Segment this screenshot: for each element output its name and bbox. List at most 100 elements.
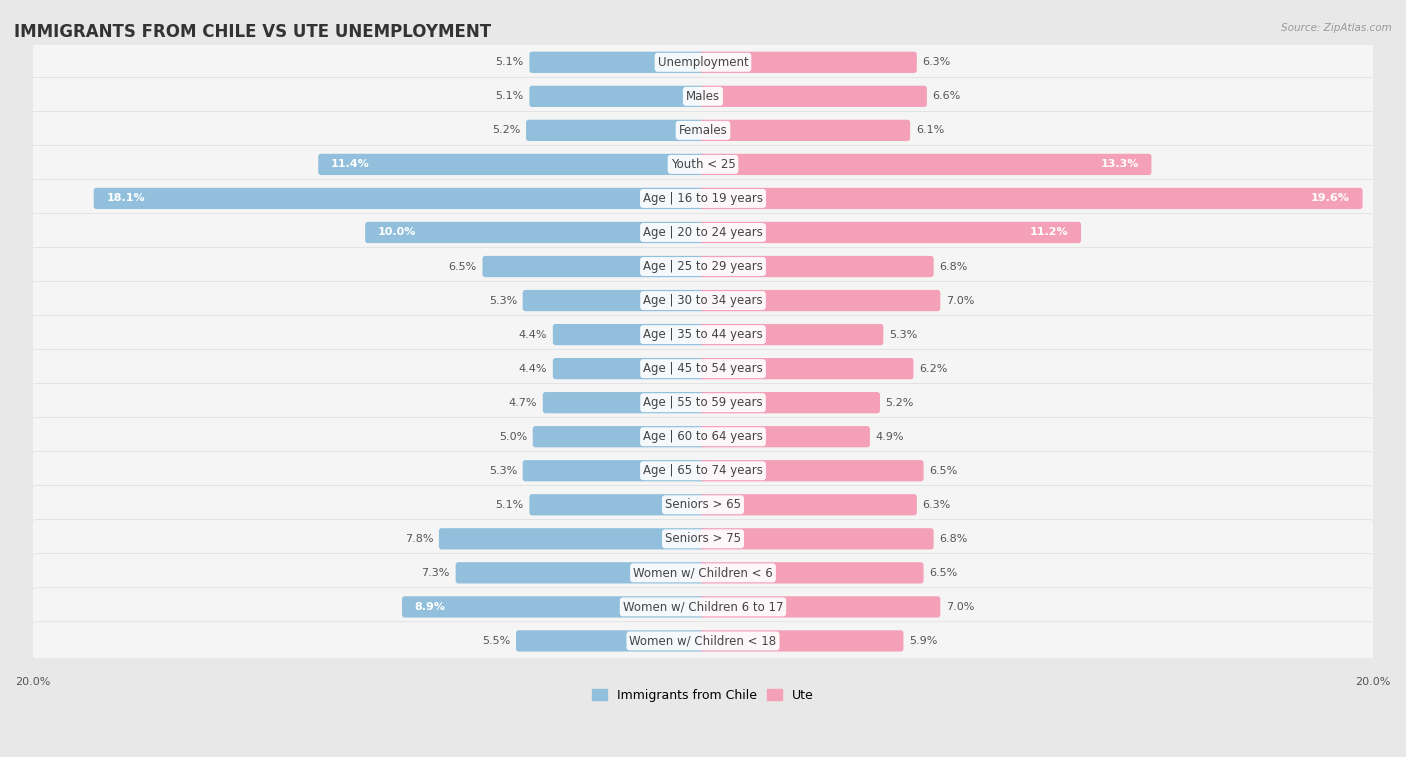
Text: 6.2%: 6.2% xyxy=(920,363,948,374)
Text: Age | 60 to 64 years: Age | 60 to 64 years xyxy=(643,430,763,443)
Legend: Immigrants from Chile, Ute: Immigrants from Chile, Ute xyxy=(588,684,818,707)
FancyBboxPatch shape xyxy=(700,188,1362,209)
FancyBboxPatch shape xyxy=(700,120,910,141)
FancyBboxPatch shape xyxy=(31,384,1375,422)
FancyBboxPatch shape xyxy=(700,222,1081,243)
FancyBboxPatch shape xyxy=(700,290,941,311)
Text: Women w/ Children < 18: Women w/ Children < 18 xyxy=(630,634,776,647)
FancyBboxPatch shape xyxy=(31,520,1375,558)
Text: 5.1%: 5.1% xyxy=(495,58,523,67)
Text: Seniors > 75: Seniors > 75 xyxy=(665,532,741,545)
Text: 6.8%: 6.8% xyxy=(939,261,967,272)
FancyBboxPatch shape xyxy=(31,418,1375,456)
Text: Women w/ Children < 6: Women w/ Children < 6 xyxy=(633,566,773,579)
FancyBboxPatch shape xyxy=(31,350,1375,388)
Text: 6.5%: 6.5% xyxy=(929,466,957,475)
Text: 7.8%: 7.8% xyxy=(405,534,433,544)
FancyBboxPatch shape xyxy=(94,188,706,209)
FancyBboxPatch shape xyxy=(31,316,1375,354)
FancyBboxPatch shape xyxy=(700,256,934,277)
Text: Seniors > 65: Seniors > 65 xyxy=(665,498,741,511)
Text: 7.0%: 7.0% xyxy=(946,295,974,306)
Text: IMMIGRANTS FROM CHILE VS UTE UNEMPLOYMENT: IMMIGRANTS FROM CHILE VS UTE UNEMPLOYMEN… xyxy=(14,23,491,41)
Text: Youth < 25: Youth < 25 xyxy=(671,158,735,171)
FancyBboxPatch shape xyxy=(482,256,706,277)
FancyBboxPatch shape xyxy=(700,562,924,584)
FancyBboxPatch shape xyxy=(31,554,1375,592)
FancyBboxPatch shape xyxy=(553,324,706,345)
Text: 19.6%: 19.6% xyxy=(1310,194,1350,204)
FancyBboxPatch shape xyxy=(553,358,706,379)
FancyBboxPatch shape xyxy=(543,392,706,413)
Text: 7.0%: 7.0% xyxy=(946,602,974,612)
Text: Age | 45 to 54 years: Age | 45 to 54 years xyxy=(643,362,763,375)
FancyBboxPatch shape xyxy=(31,43,1375,81)
Text: 4.7%: 4.7% xyxy=(509,397,537,408)
Text: 6.6%: 6.6% xyxy=(932,92,960,101)
Text: 7.3%: 7.3% xyxy=(422,568,450,578)
Text: 5.1%: 5.1% xyxy=(495,500,523,509)
Text: 10.0%: 10.0% xyxy=(378,228,416,238)
FancyBboxPatch shape xyxy=(700,597,941,618)
Text: 5.2%: 5.2% xyxy=(492,126,520,136)
FancyBboxPatch shape xyxy=(31,145,1375,183)
Text: Age | 55 to 59 years: Age | 55 to 59 years xyxy=(643,396,763,410)
FancyBboxPatch shape xyxy=(31,213,1375,251)
Text: Age | 35 to 44 years: Age | 35 to 44 years xyxy=(643,328,763,341)
FancyBboxPatch shape xyxy=(700,324,883,345)
Text: 8.9%: 8.9% xyxy=(415,602,446,612)
Text: Age | 20 to 24 years: Age | 20 to 24 years xyxy=(643,226,763,239)
FancyBboxPatch shape xyxy=(31,248,1375,285)
Text: 5.1%: 5.1% xyxy=(495,92,523,101)
Text: Source: ZipAtlas.com: Source: ZipAtlas.com xyxy=(1281,23,1392,33)
FancyBboxPatch shape xyxy=(533,426,706,447)
Text: 11.4%: 11.4% xyxy=(330,160,370,170)
FancyBboxPatch shape xyxy=(700,392,880,413)
Text: Age | 16 to 19 years: Age | 16 to 19 years xyxy=(643,192,763,205)
Text: 5.3%: 5.3% xyxy=(889,329,917,340)
FancyBboxPatch shape xyxy=(31,111,1375,149)
Text: 4.4%: 4.4% xyxy=(519,363,547,374)
FancyBboxPatch shape xyxy=(530,51,706,73)
FancyBboxPatch shape xyxy=(700,358,914,379)
FancyBboxPatch shape xyxy=(523,460,706,481)
Text: 6.5%: 6.5% xyxy=(449,261,477,272)
Text: Females: Females xyxy=(679,124,727,137)
Text: Unemployment: Unemployment xyxy=(658,56,748,69)
FancyBboxPatch shape xyxy=(526,120,706,141)
Text: 11.2%: 11.2% xyxy=(1029,228,1069,238)
Text: Women w/ Children 6 to 17: Women w/ Children 6 to 17 xyxy=(623,600,783,613)
Text: 5.5%: 5.5% xyxy=(482,636,510,646)
Text: 5.3%: 5.3% xyxy=(489,466,517,475)
FancyBboxPatch shape xyxy=(516,631,706,652)
Text: 6.8%: 6.8% xyxy=(939,534,967,544)
FancyBboxPatch shape xyxy=(456,562,706,584)
FancyBboxPatch shape xyxy=(700,51,917,73)
Text: 5.0%: 5.0% xyxy=(499,431,527,441)
Text: Age | 30 to 34 years: Age | 30 to 34 years xyxy=(643,294,763,307)
Text: Age | 25 to 29 years: Age | 25 to 29 years xyxy=(643,260,763,273)
Text: 4.9%: 4.9% xyxy=(876,431,904,441)
FancyBboxPatch shape xyxy=(530,86,706,107)
Text: 6.3%: 6.3% xyxy=(922,58,950,67)
Text: 20.0%: 20.0% xyxy=(15,677,51,687)
Text: 5.2%: 5.2% xyxy=(886,397,914,408)
FancyBboxPatch shape xyxy=(31,179,1375,217)
Text: 6.3%: 6.3% xyxy=(922,500,950,509)
FancyBboxPatch shape xyxy=(31,588,1375,626)
FancyBboxPatch shape xyxy=(700,426,870,447)
FancyBboxPatch shape xyxy=(31,77,1375,115)
FancyBboxPatch shape xyxy=(402,597,706,618)
Text: Age | 65 to 74 years: Age | 65 to 74 years xyxy=(643,464,763,477)
FancyBboxPatch shape xyxy=(700,528,934,550)
Text: 6.5%: 6.5% xyxy=(929,568,957,578)
Text: Males: Males xyxy=(686,90,720,103)
FancyBboxPatch shape xyxy=(700,494,917,516)
Text: 4.4%: 4.4% xyxy=(519,329,547,340)
FancyBboxPatch shape xyxy=(439,528,706,550)
FancyBboxPatch shape xyxy=(700,154,1152,175)
Text: 13.3%: 13.3% xyxy=(1101,160,1139,170)
Text: 5.3%: 5.3% xyxy=(489,295,517,306)
Text: 20.0%: 20.0% xyxy=(1355,677,1391,687)
FancyBboxPatch shape xyxy=(530,494,706,516)
